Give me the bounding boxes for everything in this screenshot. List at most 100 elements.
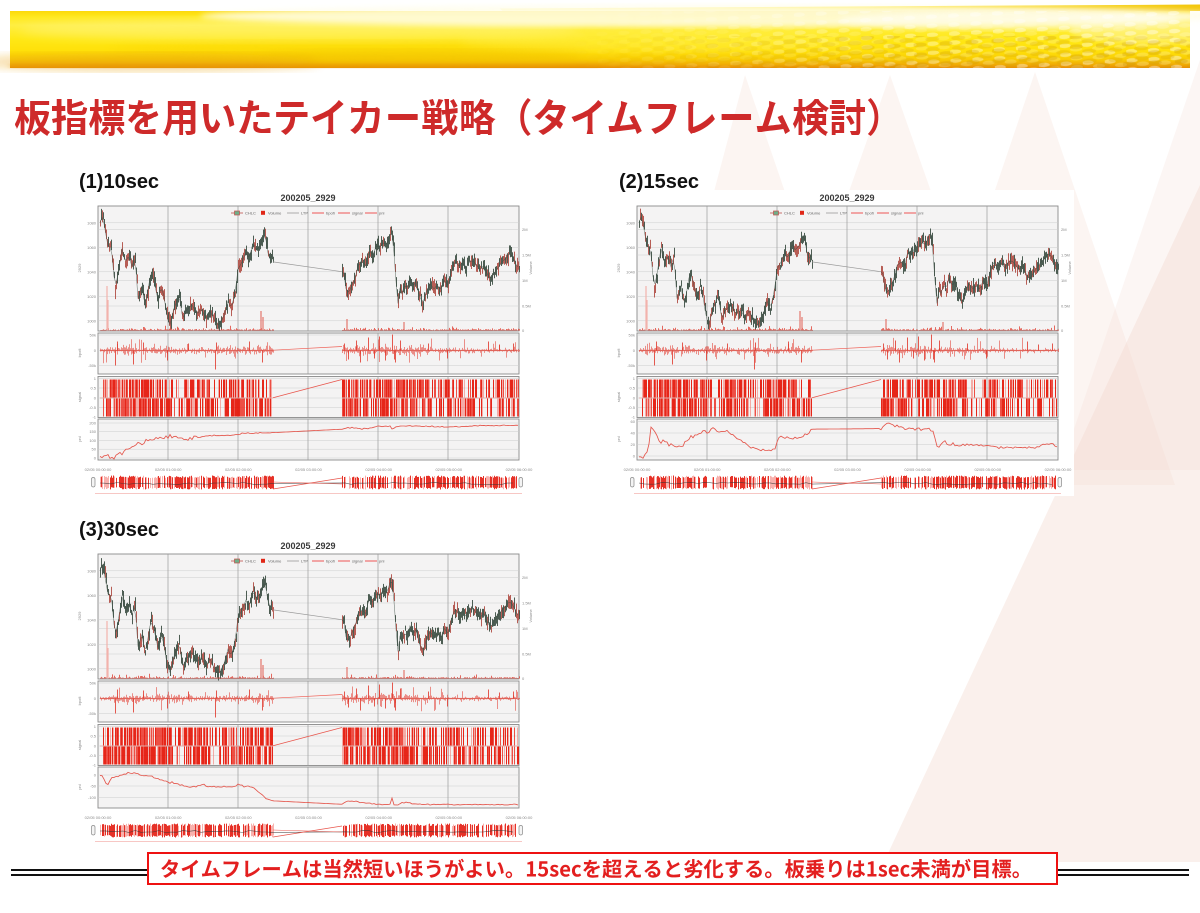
svg-text:1: 1 — [633, 376, 636, 381]
svg-text:pnl: pnl — [77, 436, 82, 441]
svg-text:0: 0 — [522, 328, 525, 333]
svg-text:1.5M: 1.5M — [1061, 253, 1070, 258]
svg-text:1020: 1020 — [87, 294, 97, 299]
svg-text:pnl: pnl — [616, 436, 621, 441]
svg-text:200205_2929: 200205_2929 — [280, 541, 335, 551]
svg-text:2929: 2929 — [616, 263, 621, 273]
svg-text:Volume: Volume — [528, 261, 533, 275]
svg-text:02/05 03:00:00: 02/05 03:00:00 — [295, 467, 322, 472]
svg-text:-1: -1 — [92, 763, 96, 768]
svg-text:1.5M: 1.5M — [522, 253, 531, 258]
svg-text:0: 0 — [522, 676, 525, 681]
svg-text:bpofi: bpofi — [326, 559, 335, 564]
svg-text:40: 40 — [631, 431, 636, 436]
svg-text:-0.5: -0.5 — [628, 405, 636, 410]
svg-text:02/05 00:00:00: 02/05 00:00:00 — [624, 467, 651, 472]
svg-text:pnl: pnl — [918, 211, 923, 216]
svg-text:signal: signal — [891, 211, 902, 216]
svg-text:02/05 02:00:00: 02/05 02:00:00 — [764, 467, 791, 472]
svg-text:20: 20 — [631, 442, 636, 447]
svg-text:1040: 1040 — [87, 617, 97, 622]
svg-text:02/05 01:00:00: 02/05 01:00:00 — [155, 815, 182, 820]
svg-text:2929: 2929 — [77, 263, 82, 273]
svg-text:Volume: Volume — [268, 559, 282, 564]
svg-text:pnl: pnl — [379, 559, 384, 564]
svg-text:1020: 1020 — [87, 642, 97, 647]
svg-text:0: 0 — [94, 696, 97, 701]
svg-text:1080: 1080 — [626, 220, 636, 225]
svg-text:02/05 01:00:00: 02/05 01:00:00 — [155, 467, 182, 472]
svg-text:signal: signal — [77, 392, 82, 403]
svg-text:1020: 1020 — [626, 294, 636, 299]
svg-text:100: 100 — [89, 438, 96, 443]
svg-text:1000: 1000 — [87, 666, 97, 671]
svg-text:0: 0 — [94, 456, 97, 461]
svg-text:02/05 04:00:00: 02/05 04:00:00 — [365, 815, 392, 820]
svg-text:bpofi: bpofi — [326, 211, 335, 216]
svg-text:1M: 1M — [1061, 278, 1067, 283]
svg-text:1040: 1040 — [626, 269, 636, 274]
svg-text:2929: 2929 — [77, 611, 82, 621]
svg-text:1M: 1M — [522, 278, 528, 283]
svg-text:bpofi: bpofi — [77, 697, 82, 706]
svg-text:-50k: -50k — [627, 363, 635, 368]
svg-text:02/05 05:00:00: 02/05 05:00:00 — [435, 467, 462, 472]
svg-text:1: 1 — [94, 376, 97, 381]
svg-text:0: 0 — [633, 454, 636, 459]
svg-text:60: 60 — [631, 419, 636, 424]
svg-text:50k: 50k — [90, 681, 96, 686]
svg-text:Volume: Volume — [807, 211, 821, 216]
svg-text:1000: 1000 — [87, 318, 97, 323]
svg-text:Volume: Volume — [528, 609, 533, 623]
svg-text:-50k: -50k — [88, 363, 96, 368]
svg-text:LTP: LTP — [301, 211, 308, 216]
svg-text:02/05 06:00:00: 02/05 06:00:00 — [506, 467, 533, 472]
svg-text:1000: 1000 — [626, 318, 636, 323]
svg-text:bpofi: bpofi — [616, 349, 621, 358]
svg-text:signal: signal — [616, 392, 621, 403]
svg-text:02/05 06:00:00: 02/05 06:00:00 — [506, 815, 533, 820]
svg-text:pnl: pnl — [77, 784, 82, 789]
svg-text:150: 150 — [89, 429, 96, 434]
svg-text:02/05 00:00:00: 02/05 00:00:00 — [85, 467, 112, 472]
svg-text:02/05 02:00:00: 02/05 02:00:00 — [225, 815, 252, 820]
svg-text:2M: 2M — [1061, 227, 1067, 232]
svg-text:Volume: Volume — [1067, 261, 1072, 275]
svg-text:0.5: 0.5 — [629, 386, 635, 391]
svg-text:1040: 1040 — [87, 269, 97, 274]
svg-text:bpofi: bpofi — [77, 349, 82, 358]
svg-text:CHLC: CHLC — [245, 559, 256, 564]
svg-text:0: 0 — [633, 348, 636, 353]
svg-text:1080: 1080 — [87, 568, 97, 573]
svg-text:1060: 1060 — [87, 245, 97, 250]
svg-text:-0.5: -0.5 — [89, 405, 97, 410]
svg-text:-1: -1 — [631, 415, 635, 420]
svg-text:02/05 01:00:00: 02/05 01:00:00 — [694, 467, 721, 472]
svg-text:02/05 06:00:00: 02/05 06:00:00 — [1045, 467, 1072, 472]
svg-text:-50: -50 — [90, 784, 97, 789]
svg-text:-0.5: -0.5 — [89, 753, 97, 758]
svg-text:1: 1 — [94, 724, 97, 729]
svg-text:02/05 03:00:00: 02/05 03:00:00 — [834, 467, 861, 472]
svg-text:-1: -1 — [92, 415, 96, 420]
svg-text:0: 0 — [94, 773, 97, 778]
svg-text:200205_2929: 200205_2929 — [280, 193, 335, 203]
svg-text:LTP: LTP — [301, 559, 308, 564]
svg-text:0.5M: 0.5M — [522, 304, 531, 309]
svg-text:Volume: Volume — [268, 211, 282, 216]
svg-text:2M: 2M — [522, 227, 528, 232]
svg-text:CHLC: CHLC — [245, 211, 256, 216]
svg-text:02/05 04:00:00: 02/05 04:00:00 — [365, 467, 392, 472]
svg-text:1M: 1M — [522, 626, 528, 631]
svg-text:1060: 1060 — [626, 245, 636, 250]
svg-text:200205_2929: 200205_2929 — [819, 193, 874, 203]
svg-text:02/05 02:00:00: 02/05 02:00:00 — [225, 467, 252, 472]
svg-text:1080: 1080 — [87, 220, 97, 225]
svg-text:0: 0 — [1061, 328, 1064, 333]
svg-text:signal: signal — [77, 740, 82, 751]
svg-text:2M: 2M — [522, 575, 528, 580]
svg-text:200: 200 — [89, 421, 96, 426]
svg-text:02/05 00:00:00: 02/05 00:00:00 — [85, 815, 112, 820]
svg-text:0.5: 0.5 — [90, 734, 96, 739]
svg-text:LTP: LTP — [840, 211, 847, 216]
